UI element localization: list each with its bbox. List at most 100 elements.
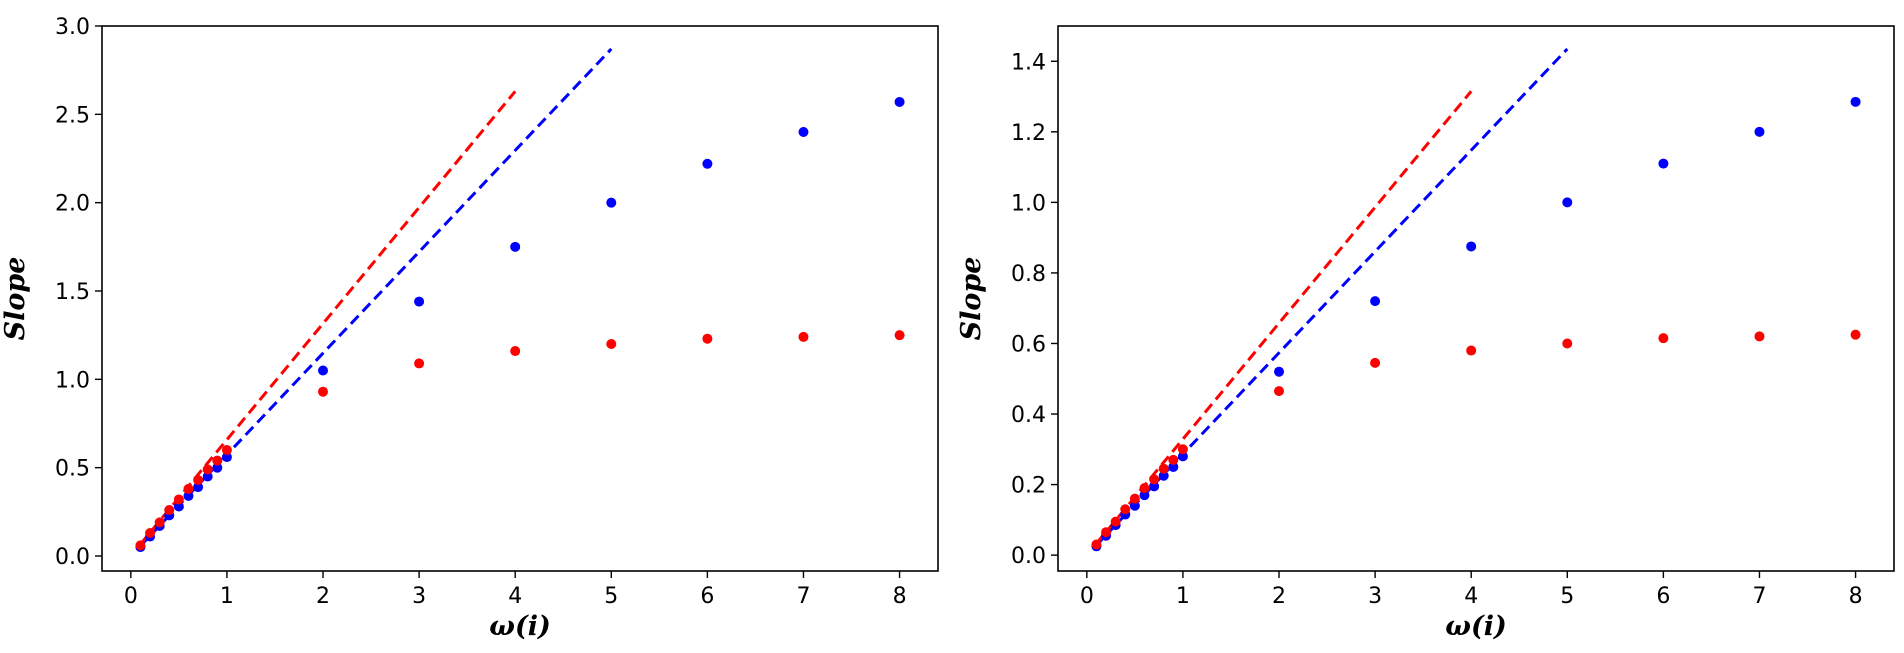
x-tick-label: 5: [1560, 584, 1574, 609]
y-tick-label: 0.0: [55, 545, 90, 570]
plot-frame: [1057, 25, 1895, 572]
data-point: [145, 528, 156, 539]
data-point: [1158, 463, 1169, 474]
data-point: [1149, 474, 1160, 485]
data-point: [1658, 333, 1669, 344]
data-point: [1168, 461, 1179, 472]
data-point: [1370, 357, 1381, 368]
data-point: [1466, 345, 1477, 356]
data-point: [1091, 539, 1102, 550]
data-point: [1139, 490, 1150, 501]
x-tick-label: 1: [1176, 584, 1190, 609]
data-point: [702, 158, 713, 169]
data-point: [1274, 366, 1285, 377]
data-point: [183, 490, 194, 501]
data-point: [606, 338, 617, 349]
data-point: [1149, 481, 1160, 492]
data-point: [1177, 444, 1188, 455]
data-point: [606, 197, 617, 208]
data-point: [894, 96, 905, 107]
data-point: [1101, 527, 1112, 538]
x-tick-label: 3: [1368, 584, 1382, 609]
dashed-fit-line: [1095, 47, 1569, 547]
data-point: [221, 444, 232, 455]
data-point: [1850, 96, 1861, 107]
data-point: [1129, 500, 1140, 511]
x-tick-label: 4: [508, 584, 522, 609]
plot-frame: [101, 25, 939, 572]
data-point: [1562, 197, 1573, 208]
x-tick-label: 0: [124, 584, 138, 609]
y-tick-label: 1.0: [55, 368, 90, 393]
chart-left: 0 1 2 3 4 5 6 7 8 0.0 0.5 1.0 1.5 2.0 2.5 3.0 ω(i) Slope: [0, 15, 939, 642]
data-point: [798, 331, 809, 342]
data-point: [173, 494, 184, 505]
y-tick-label: 0.6: [1011, 332, 1046, 357]
y-tick-label: 0.8: [1011, 262, 1046, 287]
data-point: [414, 358, 425, 369]
data-point: [1370, 296, 1381, 307]
y-tick-label: 3.0: [55, 15, 90, 40]
data-point: [202, 464, 213, 475]
y-tick-label: 2.5: [55, 103, 90, 128]
data-point: [135, 540, 146, 551]
y-tick-label: 0.5: [55, 457, 90, 482]
x-tick-label: 4: [1464, 584, 1478, 609]
data-point: [212, 462, 223, 473]
x-tick-label: 1: [220, 584, 234, 609]
data-point: [202, 471, 213, 482]
x-tick-label: 7: [1752, 584, 1766, 609]
dashed-fit-line: [139, 90, 517, 546]
data-point: [212, 455, 223, 466]
data-point: [1120, 504, 1131, 515]
y-tick-label: 0.4: [1011, 403, 1046, 428]
data-point: [318, 365, 329, 376]
y-tick-label: 1.5: [55, 280, 90, 305]
y-tick-label: 2.0: [55, 192, 90, 217]
data-point: [1110, 516, 1121, 527]
y-tick-label: 1.4: [1011, 50, 1046, 75]
x-tick-label: 0: [1080, 584, 1094, 609]
data-point: [1274, 386, 1285, 397]
data-point: [1168, 454, 1179, 465]
data-point: [1850, 329, 1861, 340]
data-point: [1129, 493, 1140, 504]
data-point: [894, 330, 905, 341]
data-point: [414, 296, 425, 307]
y-tick-label: 0.0: [1011, 544, 1046, 569]
x-tick-label: 8: [1849, 584, 1863, 609]
x-tick-label: 3: [412, 584, 426, 609]
x-tick-label: 2: [1272, 584, 1286, 609]
x-axis-label: ω(i): [489, 611, 551, 642]
y-axis-label: Slope: [0, 257, 31, 341]
data-point: [798, 126, 809, 137]
y-tick-label: 1.0: [1011, 191, 1046, 216]
chart-right: 0 1 2 3 4 5 6 7 8 0.0 0.2 0.4 0.6 0.8 1.0 1.2 1.4 ω(i) Slo…: [956, 25, 1895, 642]
data-point: [318, 386, 329, 397]
data-point: [193, 482, 204, 493]
x-tick-label: 6: [1656, 584, 1670, 609]
data-point: [510, 241, 521, 252]
data-point: [1139, 483, 1150, 494]
data-point: [173, 501, 184, 512]
x-tick-label: 2: [316, 584, 330, 609]
y-tick-label: 0.2: [1011, 474, 1046, 499]
data-point: [702, 333, 713, 344]
dashed-fit-line: [1095, 90, 1473, 545]
data-point: [1466, 241, 1477, 252]
data-point: [183, 483, 194, 494]
x-tick-label: 5: [604, 584, 618, 609]
data-point: [1158, 470, 1169, 481]
data-point: [1754, 331, 1765, 342]
data-point: [221, 452, 232, 463]
x-tick-label: 7: [796, 584, 810, 609]
data-point: [510, 346, 521, 357]
data-point: [1658, 158, 1669, 169]
dashed-fit-line: [139, 47, 613, 547]
x-axis-label: ω(i): [1445, 611, 1507, 642]
data-point: [1754, 126, 1765, 137]
data-point: [193, 475, 204, 486]
data-point: [154, 517, 165, 528]
data-point: [164, 505, 175, 516]
